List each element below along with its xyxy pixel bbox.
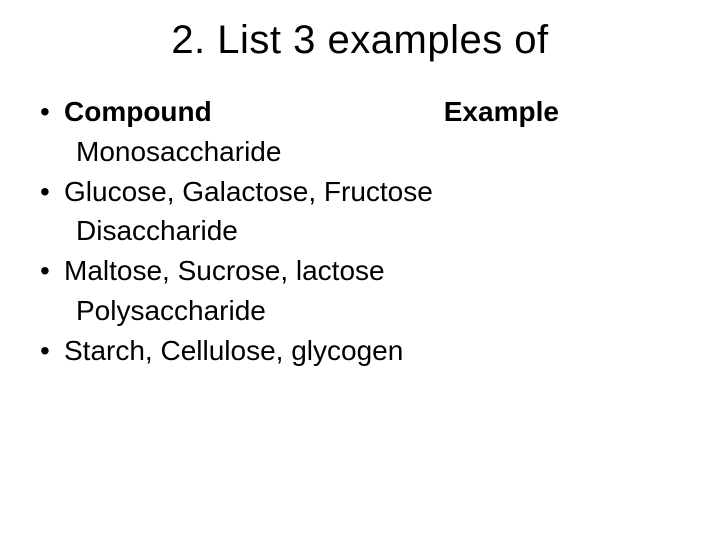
list-text: Glucose, Galactose, Fructose: [64, 173, 680, 211]
bullet-icon: •: [40, 252, 64, 290]
slide: 2. List 3 examples of • Compound Example…: [0, 0, 720, 540]
bullet-icon: •: [40, 93, 64, 131]
column-header-example: Example: [444, 93, 559, 131]
bullet-icon: •: [40, 173, 64, 211]
column-header-compound: Compound: [64, 93, 212, 131]
header-row: Compound Example: [64, 93, 680, 131]
list-text: Starch, Cellulose, glycogen: [64, 332, 680, 370]
list-item: Polysaccharide: [40, 292, 680, 330]
list-item: Monosaccharide: [40, 133, 680, 171]
list-item: • Compound Example: [40, 93, 680, 131]
slide-body: • Compound Example Monosaccharide • Gluc…: [0, 93, 720, 370]
bullet-icon: •: [40, 332, 64, 370]
list-item: Disaccharide: [40, 212, 680, 250]
spacer: [212, 93, 444, 131]
list-text: Polysaccharide: [64, 292, 680, 330]
list-item: • Maltose, Sucrose, lactose: [40, 252, 680, 290]
list-text: Monosaccharide: [64, 133, 680, 171]
slide-title: 2. List 3 examples of: [0, 0, 720, 93]
list-item: • Starch, Cellulose, glycogen: [40, 332, 680, 370]
list-item: • Glucose, Galactose, Fructose: [40, 173, 680, 211]
list-text: Maltose, Sucrose, lactose: [64, 252, 680, 290]
list-text: Disaccharide: [64, 212, 680, 250]
